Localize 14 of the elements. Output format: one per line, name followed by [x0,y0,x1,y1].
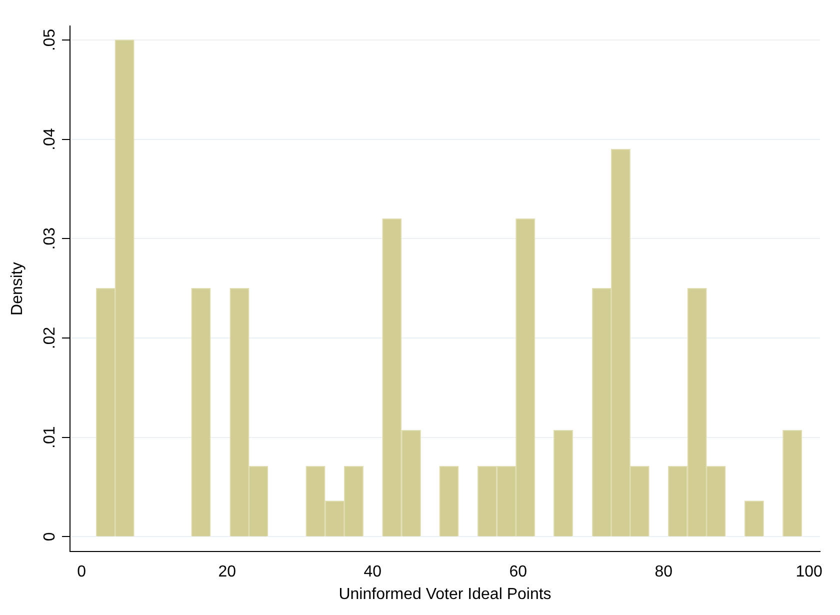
x-tick-label: 60 [509,564,528,581]
y-tick-label: .03 [41,227,58,250]
x-tick-label: 20 [218,564,236,581]
y-tick-label: .04 [41,128,58,150]
x-axis-title: Uninformed Voter Ideal Points [338,586,552,603]
x-tick-label: 40 [364,564,382,581]
x-tick-label: 80 [654,564,673,581]
y-tick-label: .05 [41,28,58,52]
y-tick-label: .01 [41,426,58,448]
y-tick-label: .02 [41,326,58,350]
y-tick-label: 0 [41,532,58,542]
x-tick-label: 100 [796,564,823,581]
y-axis-title: Density [9,262,26,316]
x-tick-label: 0 [77,564,86,581]
